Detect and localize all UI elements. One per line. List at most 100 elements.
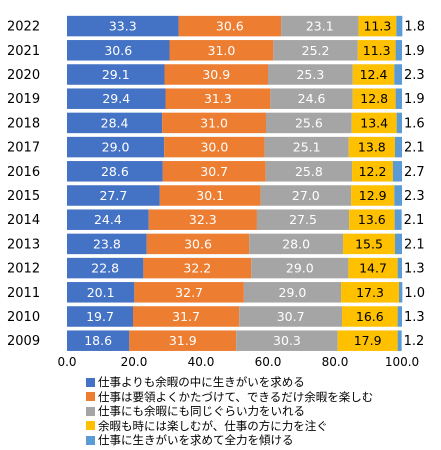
bar-segment (398, 282, 403, 303)
bar-segment (273, 40, 358, 61)
bar-segment (146, 233, 250, 255)
data-label: 29.0 (279, 285, 307, 300)
bar-segment (67, 136, 165, 158)
bar-segment (270, 88, 353, 109)
bar-segment (67, 15, 179, 37)
data-label: 29.4 (102, 91, 130, 106)
bar-segment (256, 209, 350, 230)
data-label: 12.2 (359, 164, 387, 179)
data-label: 1.9 (404, 92, 425, 107)
data-label: 12.8 (360, 91, 388, 106)
data-label: 1.3 (404, 262, 425, 277)
data-label: 31.7 (172, 309, 200, 324)
year-label: 2018 (7, 116, 40, 131)
bar-segment (67, 282, 135, 303)
year-label: 2019 (7, 92, 40, 107)
x-axis: 0.0 20.0 40.0 60.0 80.0 100.0 (57, 355, 419, 369)
bar-segment (67, 185, 160, 206)
x-tick-label: 80.0 (322, 355, 349, 369)
data-label: 30.7 (277, 309, 305, 324)
bar-segment (357, 40, 396, 61)
data-label: 2.7 (404, 165, 425, 180)
bar-segment (143, 257, 252, 279)
data-label: 25.2 (302, 43, 330, 58)
bar-segment (67, 40, 170, 61)
data-label: 32.3 (189, 212, 217, 227)
data-label: 31.0 (200, 115, 228, 130)
legend-label: 仕事にも余暇にも同じぐらい力をいれる (98, 404, 305, 419)
legend-item: 仕事にも余暇にも同じぐらい力をいれる (86, 404, 373, 419)
year-label: 2022 (7, 20, 40, 35)
data-label: 12.9 (359, 188, 387, 203)
bar-segment (397, 257, 402, 279)
bar-segment (67, 257, 144, 279)
bar-segment (392, 161, 402, 182)
data-label: 27.0 (292, 188, 320, 203)
year-label: 2016 (7, 165, 40, 180)
bar-segment (352, 64, 395, 85)
bar-segment (67, 306, 133, 327)
data-label: 13.8 (358, 140, 386, 155)
bar-segment (395, 88, 402, 109)
data-label: 25.6 (295, 115, 323, 130)
bar-segment (67, 233, 147, 255)
bar-segment (351, 185, 395, 206)
year-label: 2012 (7, 262, 40, 277)
data-label: 11.3 (363, 19, 391, 34)
data-label: 25.8 (295, 164, 323, 179)
bar-segment (348, 136, 395, 158)
bar-segment (397, 306, 402, 327)
bar-segment (342, 306, 398, 327)
bar-segment (159, 185, 261, 206)
data-label: 1.9 (404, 44, 425, 59)
data-label: 29.0 (286, 261, 314, 276)
bar-segment (281, 15, 359, 37)
year-labels: 2022 2021 2020 2019 2018 2017 2016 2015 2014 2013… (7, 20, 40, 350)
data-label: 23.1 (306, 19, 334, 34)
legend-item: 仕事よりも余暇の中に生きがいを求める (86, 375, 373, 390)
data-label: 2.1 (404, 237, 425, 252)
data-label: 30.3 (273, 333, 301, 348)
bar-segment (349, 209, 395, 230)
bar-segment (67, 88, 166, 109)
bar-segment (397, 330, 402, 351)
data-label: 30.0 (200, 140, 228, 155)
data-label: 25.3 (296, 67, 324, 82)
data-label: 15.5 (355, 236, 383, 251)
bars-layer: 33.3 30.6 23.1 11.3 1.8 30.6 31.0 25.2 11.3 1.9 29… (67, 15, 425, 351)
data-label: 28.0 (282, 236, 310, 251)
bar-segment (394, 185, 402, 206)
data-label: 30.1 (196, 188, 224, 203)
data-label: 27.5 (289, 212, 317, 227)
data-label: 30.6 (184, 236, 212, 251)
bar-segment (264, 136, 349, 158)
data-label: 1.2 (404, 334, 425, 349)
legend-label: 仕事に生きがいを求めて全力を傾ける (98, 433, 294, 448)
bar-segment (164, 136, 265, 158)
legend-swatch (86, 406, 95, 416)
legend-label: 仕事は要領よくかたづけて、できるだけ余暇を楽しむ (98, 389, 374, 404)
data-label: 14.7 (359, 261, 387, 276)
bar-segment (268, 64, 353, 85)
year-label: 2009 (7, 334, 40, 349)
bar-segment (394, 233, 402, 255)
bar-segment (395, 40, 402, 61)
bar-segment (67, 330, 130, 351)
bar-segment (351, 112, 397, 134)
year-label: 2011 (7, 286, 40, 301)
data-label: 28.4 (101, 115, 129, 130)
legend-item: 余暇も時には楽しむが、仕事の方に力を注ぐ (86, 419, 373, 434)
x-tick-label: 0.0 (57, 355, 76, 369)
year-label: 2014 (7, 213, 40, 228)
bar-segment (396, 112, 402, 134)
data-label: 32.7 (175, 285, 203, 300)
bar-segment (348, 257, 398, 279)
data-label: 29.1 (102, 67, 130, 82)
bar-segment (343, 233, 395, 255)
year-label: 2013 (7, 237, 40, 252)
bar-segment (337, 330, 398, 351)
legend-label: 余暇も時には楽しむが、仕事の方に力を注ぐ (98, 418, 328, 433)
data-label: 30.6 (104, 43, 132, 58)
year-label: 2020 (7, 68, 40, 83)
data-label: 16.6 (356, 309, 384, 324)
